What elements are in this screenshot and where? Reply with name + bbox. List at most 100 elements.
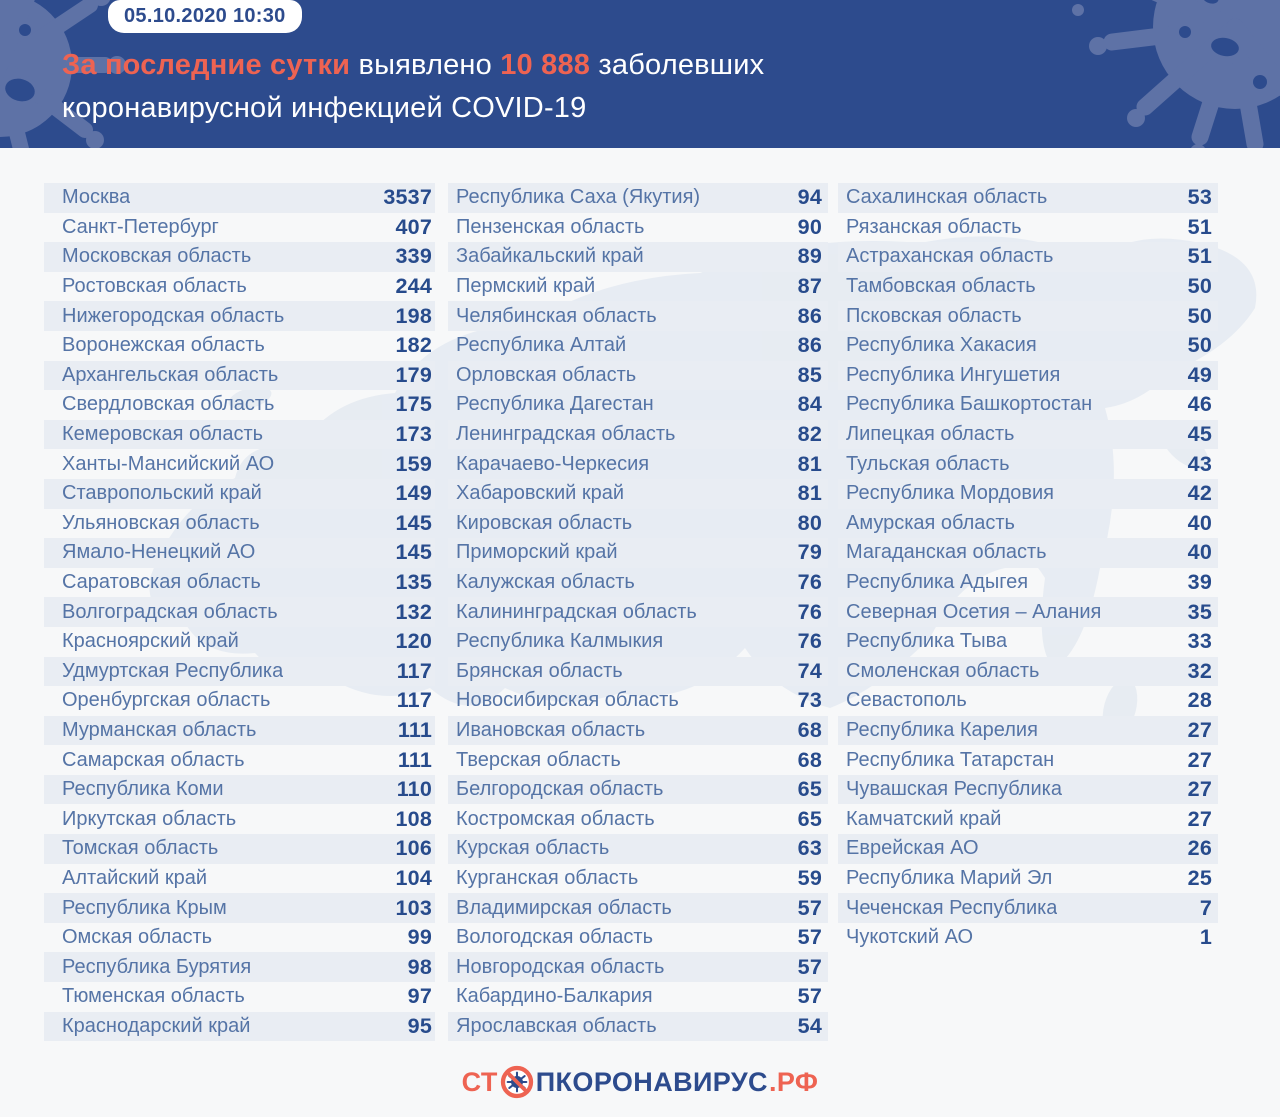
region-name: Костромская область [456, 807, 655, 830]
region-name: Амурская область [846, 511, 1015, 534]
table-row: Липецкая область 45 [838, 419, 1218, 450]
region-value: 108 [395, 806, 432, 831]
region-value: 86 [797, 333, 822, 358]
table-row: Новосибирская область 73 [448, 686, 828, 716]
region-name: Республика Ингушетия [846, 363, 1061, 386]
region-name: Калининградская область [456, 600, 697, 623]
region-value: 35 [1187, 599, 1212, 624]
region-value: 117 [396, 658, 432, 683]
logo-text-middle: ПКОРОНАВИРУС [535, 1066, 768, 1097]
region-name: Краснодарский край [62, 1014, 251, 1037]
region-name: Еврейская АО [846, 837, 979, 860]
region-value: 32 [1187, 658, 1212, 683]
region-value: 7 [1199, 895, 1212, 920]
region-value: 40 [1187, 510, 1212, 535]
region-name: Кабардино-Балкария [456, 985, 653, 1008]
table-row: Калининградская область 76 [448, 597, 828, 627]
region-value: 43 [1187, 451, 1212, 476]
region-value: 80 [797, 510, 822, 535]
region-name: Омская область [62, 926, 213, 949]
region-name: Нижегородская область [62, 304, 285, 327]
region-value: 104 [395, 865, 432, 890]
table-row: Республика Карелия 27 [838, 715, 1218, 746]
region-name: Республика Крым [62, 896, 227, 919]
region-name: Магаданская область [846, 541, 1047, 564]
table-row: Тверская область 68 [448, 745, 828, 775]
region-name: Оренбургская область [62, 689, 271, 712]
regions-column-3: Сахалинская область 53 Рязанская область 51… [838, 183, 1218, 1041]
region-name: Белгородская область [456, 778, 664, 801]
table-row: Республика Мордовия 42 [838, 478, 1218, 509]
region-value: 76 [797, 570, 822, 595]
table-row: Забайкальский край 89 [448, 242, 828, 272]
table-row: Республика Адыгея 39 [838, 568, 1218, 598]
region-name: Кемеровская область [62, 423, 264, 446]
header: 05.10.2020 10:30 За последние сутки выяв… [0, 0, 1280, 148]
table-row: Республика Ингушетия 49 [838, 360, 1218, 391]
region-name: Пермский край [456, 275, 596, 298]
table-row: Самарская область 111 [44, 745, 435, 775]
region-name: Свердловская область [62, 393, 275, 416]
region-name: Сахалинская область [846, 186, 1048, 209]
table-row: Алтайский край 104 [44, 864, 435, 894]
region-value: 99 [407, 925, 432, 950]
table-row: Омская область 99 [44, 923, 435, 953]
table-row: Республика Калмыкия 76 [448, 627, 828, 657]
region-name: Республика Адыгея [846, 571, 1029, 594]
region-value: 90 [797, 214, 822, 239]
region-name: Тамбовская область [846, 275, 1036, 298]
region-value: 82 [797, 422, 822, 447]
region-value: 98 [407, 954, 432, 979]
table-row: Свердловская область 175 [44, 390, 435, 420]
timestamp-badge: 05.10.2020 10:30 [108, 0, 302, 33]
region-value: 145 [395, 510, 432, 535]
region-value: 111 [397, 747, 432, 772]
table-row: Амурская область 40 [838, 509, 1218, 539]
table-row: Тамбовская область 50 [838, 272, 1218, 302]
region-value: 65 [797, 806, 822, 831]
region-name: Томская область [62, 837, 219, 860]
table-row: Псковская область 50 [838, 301, 1218, 331]
table-row: Томская область 106 [44, 834, 435, 864]
table-row: Республика Бурятия 98 [44, 952, 435, 983]
region-value: 149 [395, 481, 432, 506]
region-value: 135 [395, 570, 432, 595]
region-name: Камчатский край [846, 807, 1002, 830]
table-row: Карачаево-Черкесия 81 [448, 449, 828, 479]
region-value: 86 [797, 303, 822, 328]
table-row: Республика Алтай 86 [448, 331, 828, 361]
table-row: Москва 3537 [44, 183, 435, 213]
title-total-cases: 10 888 [500, 49, 591, 81]
region-name: Республика Тыва [846, 630, 1008, 653]
region-value: 110 [396, 777, 432, 802]
title-tail-text: заболевших [590, 49, 765, 81]
virus-blob-icon [1072, 0, 1280, 148]
table-row: Тюменская область 97 [44, 982, 435, 1012]
table-row: Владимирская область 57 [448, 893, 828, 923]
region-value: 27 [1187, 777, 1212, 802]
table-row: Магаданская область 40 [838, 538, 1218, 568]
region-name: Ульяновская область [62, 511, 260, 534]
region-name: Ярославская область [456, 1014, 657, 1037]
table-row: Пензенская область 90 [448, 213, 828, 243]
region-value: 27 [1187, 717, 1212, 742]
region-name: Смоленская область [846, 659, 1040, 682]
table-row: Калужская область 76 [448, 568, 828, 598]
table-row: Вологодская область 57 [448, 923, 828, 953]
region-value: 79 [797, 540, 822, 565]
region-name: Чеченская Республика [846, 896, 1058, 919]
region-value: 50 [1187, 303, 1212, 328]
table-row: Камчатский край 27 [838, 804, 1218, 834]
content-area: Москва 3537 Санкт-Петербург 407 Московская о… [0, 148, 1280, 1117]
region-name: Ивановская область [456, 718, 646, 741]
region-name: Ямало-Ненецкий АО [62, 541, 256, 564]
table-row: Тульская область 43 [838, 449, 1218, 479]
table-row: Республика Тыва 33 [838, 627, 1218, 657]
region-name: Челябинская область [456, 304, 657, 327]
region-name: Новосибирская область [456, 689, 679, 712]
region-name: Приморский край [456, 541, 618, 564]
table-row: Ленинградская область 82 [448, 419, 828, 450]
table-row: Краснодарский край 95 [44, 1011, 435, 1042]
table-row: Воронежская область 182 [44, 331, 435, 361]
region-value: 57 [797, 954, 822, 979]
